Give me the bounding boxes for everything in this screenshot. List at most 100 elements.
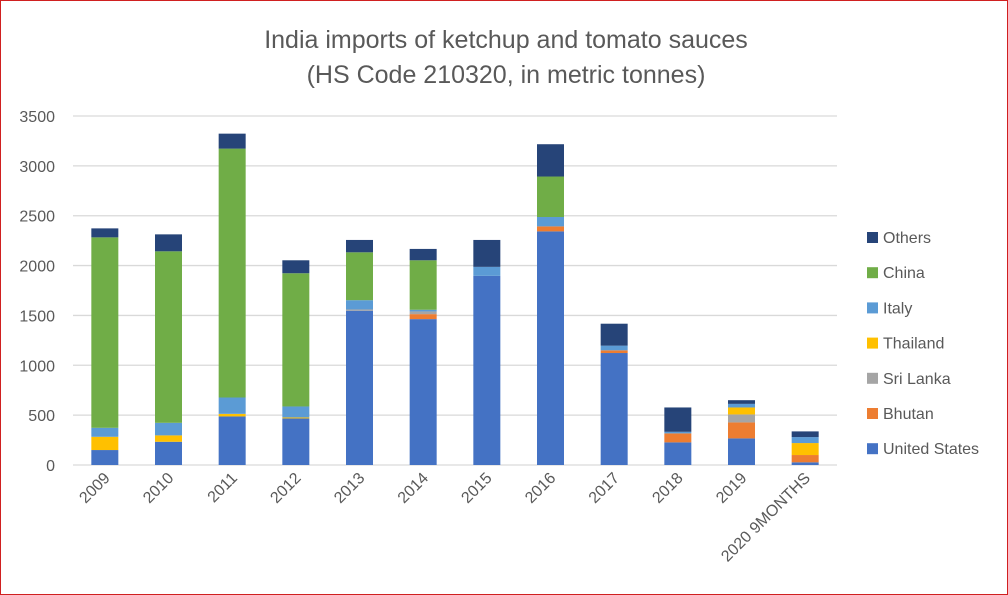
bar-segment-others	[409, 248, 437, 261]
x-tick-label: 2009	[76, 470, 113, 507]
bar-segment-others	[537, 144, 564, 177]
bar-segment-others	[664, 407, 692, 432]
legend-item-china: China	[867, 265, 925, 282]
bar-segment-others	[155, 234, 182, 252]
legend-item-thailand: Thailand	[867, 336, 944, 353]
bar-segment-italy	[791, 437, 819, 444]
bar-segment-italy	[600, 345, 628, 351]
bar-stack-2013	[346, 239, 373, 465]
y-tick-label: 2500	[19, 209, 55, 226]
bar-segment-bhutan	[791, 455, 819, 463]
bar-segment-united-states	[600, 353, 628, 465]
bar-segment-bhutan	[409, 314, 437, 320]
bar-segment-united-states	[473, 275, 501, 465]
x-tick-label: 2014	[395, 470, 432, 507]
bar-segment-others	[91, 228, 119, 238]
bar-segment-thailand	[282, 417, 310, 419]
legend-item-italy: Italy	[867, 300, 912, 317]
bar-segment-others	[600, 323, 628, 346]
bar-segment-others	[218, 133, 246, 149]
legend-swatch	[867, 232, 878, 243]
y-tick-label: 2000	[19, 259, 55, 276]
bar-stack-2014	[409, 248, 437, 465]
legend-swatch	[867, 443, 878, 455]
bar-segment-united-states	[155, 441, 182, 465]
x-tick-label: 2010	[140, 470, 177, 507]
bar-stack-2019	[728, 400, 755, 465]
bar-segment-thailand	[791, 443, 819, 456]
bar-segment-bhutan	[600, 350, 628, 354]
bar-segment-bhutan	[728, 422, 755, 439]
x-tick-label: 2011	[205, 470, 241, 506]
x-tick-label: 2018	[649, 470, 686, 507]
bar-segment-italy	[409, 309, 437, 312]
x-tick-label: 2019	[713, 470, 750, 507]
bar-segment-italy	[728, 403, 755, 408]
legend-label: Sri Lanka	[883, 371, 951, 388]
bar-segment-china	[537, 176, 564, 218]
bar-segment-sri-lanka	[409, 311, 437, 315]
bar-segment-sri-lanka	[728, 414, 755, 423]
bar-stack-2018	[664, 407, 692, 465]
y-tick-label: 3000	[19, 159, 55, 176]
x-tick-label: 2013	[331, 470, 368, 507]
bar-segment-china	[91, 237, 119, 428]
bar-segment-italy	[537, 217, 564, 227]
chart-title: India imports of ketchup and tomato sauc…	[264, 26, 748, 54]
bar-segment-united-states	[791, 462, 819, 465]
legend-item-others: Others	[867, 230, 931, 247]
x-tick-label: 2016	[522, 470, 559, 507]
bar-stack-2016	[537, 144, 564, 465]
x-tick-label: 2015	[458, 470, 495, 507]
bar-segment-others	[473, 239, 501, 267]
bar-segment-italy	[473, 266, 501, 276]
bar-segment-united-states	[537, 231, 564, 465]
bar-segment-united-states	[346, 310, 373, 465]
legend-swatch	[867, 267, 878, 279]
bar-stack-2015	[473, 239, 501, 465]
bar-segment-others	[728, 400, 755, 404]
legend-label: Italy	[883, 300, 912, 317]
bar-segment-italy	[282, 406, 310, 418]
bar-segment-thailand	[218, 413, 246, 417]
legend-swatch	[867, 408, 878, 419]
bar-segment-italy	[664, 431, 692, 434]
y-tick-label: 1500	[19, 308, 55, 325]
x-tick-label: 2012	[267, 470, 304, 507]
bar-segment-united-states	[282, 418, 310, 465]
bar-stack-2011	[218, 133, 246, 465]
legend-label: China	[883, 265, 925, 282]
bar-segment-china	[346, 252, 373, 301]
bar-segment-sri-lanka	[346, 309, 373, 311]
legend-label: United States	[883, 441, 979, 458]
bar-segment-united-states	[409, 319, 437, 465]
legend-label: Bhutan	[883, 406, 934, 423]
bar-segment-italy	[155, 422, 182, 436]
legend-item-united-states: United States	[867, 441, 979, 458]
bar-stack-2010	[155, 234, 182, 465]
bar-stack-2020-9MONTHS	[791, 431, 819, 465]
bar-segment-thailand	[728, 407, 755, 415]
legend-label: Others	[883, 230, 931, 247]
bar-segment-united-states	[728, 438, 755, 465]
legend-swatch	[867, 302, 878, 314]
bar-segment-bhutan	[537, 226, 564, 232]
legend-swatch	[867, 372, 878, 384]
bar-segment-others	[282, 260, 310, 274]
bar-segment-italy	[91, 427, 119, 437]
bar-stack-2009	[91, 228, 119, 465]
bar-stack-2012	[282, 260, 310, 465]
bar-segment-china	[155, 251, 182, 423]
bar-segment-italy	[218, 397, 246, 414]
bar-segment-thailand	[91, 436, 119, 451]
bar-segment-thailand	[155, 435, 182, 442]
legend-swatch	[867, 337, 878, 349]
legend-item-sri-lanka: Sri Lanka	[867, 371, 951, 388]
bar-segment-others	[346, 239, 373, 253]
bar-segment-united-states	[664, 442, 692, 465]
y-tick-label: 3500	[19, 109, 55, 126]
bar-segment-china	[409, 260, 437, 310]
chart-subtitle: (HS Code 210320, in metric tonnes)	[307, 61, 706, 89]
